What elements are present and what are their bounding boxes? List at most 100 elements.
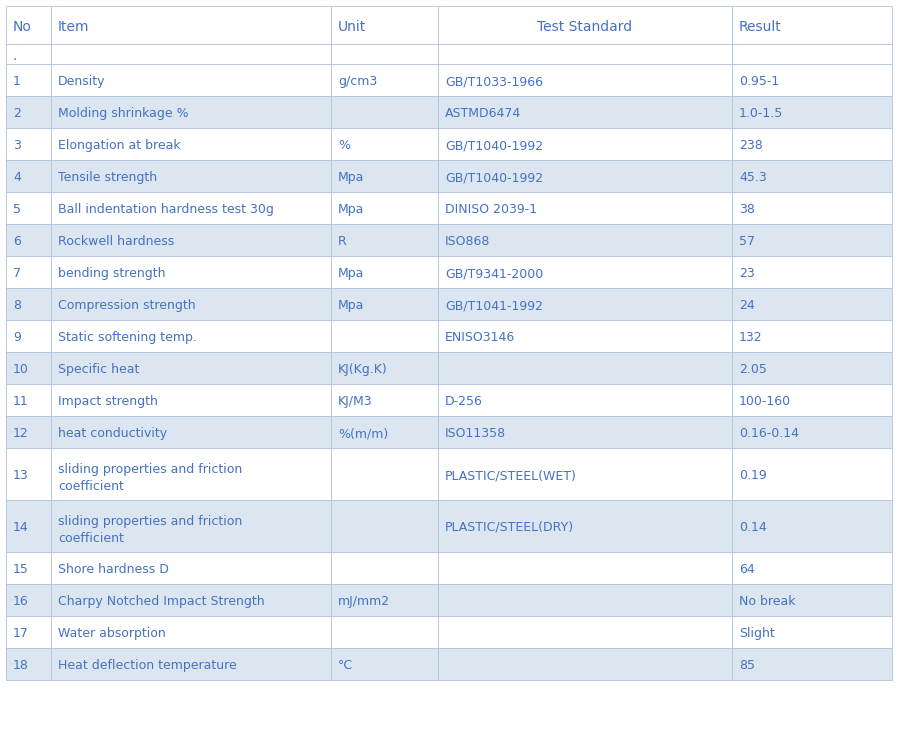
Text: Item: Item bbox=[58, 20, 90, 34]
Text: 23: 23 bbox=[739, 267, 754, 280]
Bar bbox=[6, 192, 51, 224]
Text: g/cm3: g/cm3 bbox=[338, 75, 377, 88]
Bar bbox=[331, 416, 438, 448]
Text: Tensile strength: Tensile strength bbox=[58, 171, 157, 184]
Text: 132: 132 bbox=[739, 331, 762, 344]
Bar bbox=[438, 584, 732, 616]
Bar bbox=[438, 288, 732, 320]
Bar bbox=[331, 616, 438, 648]
Text: 1: 1 bbox=[13, 75, 21, 88]
Bar bbox=[331, 6, 438, 44]
Bar bbox=[732, 648, 892, 680]
Text: 9: 9 bbox=[13, 331, 21, 344]
Text: 7: 7 bbox=[13, 267, 21, 280]
Text: Shore hardness D: Shore hardness D bbox=[58, 563, 169, 576]
Bar bbox=[331, 448, 438, 500]
Text: ISO11358: ISO11358 bbox=[445, 427, 506, 440]
Text: 6: 6 bbox=[13, 235, 21, 248]
Text: 38: 38 bbox=[739, 203, 755, 216]
Bar bbox=[51, 160, 331, 192]
Text: No break: No break bbox=[739, 595, 796, 608]
Bar bbox=[732, 384, 892, 416]
Text: DINISO 2039-1: DINISO 2039-1 bbox=[445, 203, 537, 216]
Text: ENISO3146: ENISO3146 bbox=[445, 331, 515, 344]
Bar bbox=[331, 224, 438, 256]
Text: 64: 64 bbox=[739, 563, 754, 576]
Bar bbox=[51, 128, 331, 160]
Bar bbox=[438, 6, 732, 44]
Bar bbox=[438, 648, 732, 680]
Bar bbox=[331, 44, 438, 64]
Text: 15: 15 bbox=[13, 563, 29, 576]
Text: Unit: Unit bbox=[338, 20, 366, 34]
Text: 8: 8 bbox=[13, 299, 21, 312]
Text: Heat deflection temperature: Heat deflection temperature bbox=[58, 659, 237, 672]
Text: 45.3: 45.3 bbox=[739, 171, 767, 184]
Bar bbox=[331, 160, 438, 192]
Text: KJ(Kg.K): KJ(Kg.K) bbox=[338, 363, 388, 376]
Text: 0.95-1: 0.95-1 bbox=[739, 75, 779, 88]
Bar bbox=[6, 224, 51, 256]
Text: 16: 16 bbox=[13, 595, 29, 608]
Bar bbox=[6, 44, 51, 64]
Text: Elongation at break: Elongation at break bbox=[58, 139, 180, 152]
Text: sliding properties and friction
coefficient: sliding properties and friction coeffici… bbox=[58, 462, 242, 492]
Bar bbox=[331, 552, 438, 584]
Bar bbox=[6, 384, 51, 416]
Bar bbox=[331, 96, 438, 128]
Bar bbox=[438, 448, 732, 500]
Bar bbox=[732, 256, 892, 288]
Bar bbox=[438, 352, 732, 384]
Bar bbox=[51, 648, 331, 680]
Bar bbox=[51, 416, 331, 448]
Text: °C: °C bbox=[338, 659, 353, 672]
Bar bbox=[6, 352, 51, 384]
Text: Ball indentation hardness test 30g: Ball indentation hardness test 30g bbox=[58, 203, 274, 216]
Text: Compression strength: Compression strength bbox=[58, 299, 196, 312]
Bar bbox=[732, 416, 892, 448]
Text: 12: 12 bbox=[13, 427, 29, 440]
Text: PLASTIC/STEEL(DRY): PLASTIC/STEEL(DRY) bbox=[445, 521, 574, 534]
Bar bbox=[51, 64, 331, 96]
Bar bbox=[732, 584, 892, 616]
Text: D-256: D-256 bbox=[445, 395, 483, 408]
Text: Density: Density bbox=[58, 75, 105, 88]
Text: Static softening temp.: Static softening temp. bbox=[58, 331, 197, 344]
Bar bbox=[438, 224, 732, 256]
Text: 57: 57 bbox=[739, 235, 755, 248]
Bar bbox=[732, 288, 892, 320]
Bar bbox=[51, 584, 331, 616]
Bar bbox=[732, 160, 892, 192]
Text: Impact strength: Impact strength bbox=[58, 395, 158, 408]
Bar bbox=[732, 192, 892, 224]
Text: sliding properties and friction
coefficient: sliding properties and friction coeffici… bbox=[58, 514, 242, 545]
Bar bbox=[331, 128, 438, 160]
Bar bbox=[6, 96, 51, 128]
Text: Molding shrinkage %: Molding shrinkage % bbox=[58, 107, 189, 120]
Bar bbox=[732, 552, 892, 584]
Bar bbox=[6, 160, 51, 192]
Text: ASTMD6474: ASTMD6474 bbox=[445, 107, 521, 120]
Text: Rockwell hardness: Rockwell hardness bbox=[58, 235, 174, 248]
Bar bbox=[51, 224, 331, 256]
Bar bbox=[6, 584, 51, 616]
Bar bbox=[331, 256, 438, 288]
Bar bbox=[51, 552, 331, 584]
Text: GB/T1040-1992: GB/T1040-1992 bbox=[445, 171, 543, 184]
Text: Mpa: Mpa bbox=[338, 203, 365, 216]
Bar bbox=[438, 256, 732, 288]
Bar bbox=[732, 352, 892, 384]
Bar bbox=[51, 288, 331, 320]
Text: Mpa: Mpa bbox=[338, 299, 365, 312]
Bar bbox=[6, 448, 51, 500]
Text: 0.19: 0.19 bbox=[739, 469, 767, 482]
Bar bbox=[51, 448, 331, 500]
Bar bbox=[438, 64, 732, 96]
Text: %: % bbox=[338, 139, 350, 152]
Text: GB/T1033-1966: GB/T1033-1966 bbox=[445, 75, 543, 88]
Text: Slight: Slight bbox=[739, 627, 775, 640]
Text: 14: 14 bbox=[13, 521, 29, 534]
Bar bbox=[438, 320, 732, 352]
Bar bbox=[438, 128, 732, 160]
Bar bbox=[6, 128, 51, 160]
